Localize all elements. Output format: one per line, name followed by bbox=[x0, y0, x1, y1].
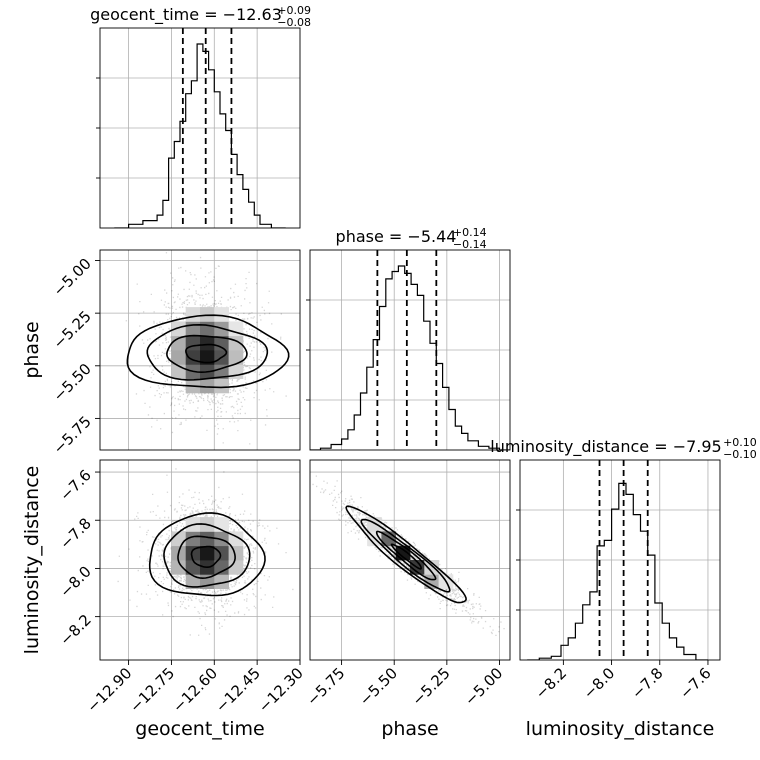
histogram-phase bbox=[310, 265, 510, 450]
hist-frame bbox=[99, 27, 301, 229]
contour-level-2 bbox=[375, 530, 437, 581]
density-cell bbox=[228, 560, 244, 575]
density-frame bbox=[99, 459, 301, 661]
contour-level-4 bbox=[148, 512, 266, 597]
title-err-minus: −0.14 bbox=[453, 238, 487, 251]
density-cell bbox=[228, 321, 244, 337]
density-cell bbox=[185, 321, 201, 337]
title-err-plus: +0.09 bbox=[277, 4, 311, 17]
x-tick-label-phase: −5.00 bbox=[461, 664, 506, 709]
density-panel-geocent_time-luminosity_distance bbox=[99, 459, 301, 661]
x-tick-label-luminosity_distance: −8.2 bbox=[532, 664, 570, 702]
contour-level-4 bbox=[126, 314, 290, 389]
panel-title-luminosity_distance: luminosity_distance = −7.95 bbox=[490, 437, 721, 457]
density-cell bbox=[200, 321, 215, 337]
density-cell bbox=[214, 545, 229, 561]
y-tick-label-luminosity_distance: −8.0 bbox=[56, 563, 94, 601]
density-cell bbox=[200, 307, 215, 322]
density-frame bbox=[309, 459, 511, 661]
x-tick-label-geocent_time: −12.75 bbox=[126, 664, 178, 716]
x-tick-label-geocent_time: −12.60 bbox=[169, 664, 221, 716]
y-tick-label-phase: −5.75 bbox=[50, 413, 95, 458]
title-err-plus: +0.14 bbox=[453, 226, 487, 239]
density-cell bbox=[185, 545, 201, 561]
density-cell bbox=[171, 321, 187, 337]
density-content bbox=[310, 460, 510, 660]
x-tick-label-geocent_time: −12.45 bbox=[212, 664, 264, 716]
y-tick-label-phase: −5.50 bbox=[50, 360, 95, 405]
density-cell bbox=[214, 378, 229, 394]
density-frame bbox=[99, 249, 301, 451]
hist-frame bbox=[309, 249, 511, 451]
density-cell bbox=[171, 350, 187, 365]
y-tick-label-phase: −5.00 bbox=[50, 255, 95, 300]
hist-panel-luminosity_distance: luminosity_distance = −7.95 +0.10−0.10 bbox=[490, 436, 757, 661]
hist-panel-geocent_time: geocent_time = −12.63+0.09−0.08 bbox=[90, 4, 311, 229]
contour-level-2 bbox=[177, 535, 236, 580]
contour-level-1 bbox=[190, 545, 222, 569]
density-cell bbox=[171, 531, 187, 547]
histogram-luminosity_distance bbox=[527, 482, 708, 660]
contour-level-4 bbox=[345, 505, 467, 604]
density-cell bbox=[228, 545, 244, 561]
y-tick-label-phase: −5.25 bbox=[50, 307, 95, 352]
density-cell bbox=[367, 517, 382, 532]
x-tick-label-geocent_time: −12.30 bbox=[255, 664, 307, 716]
contour-level-3 bbox=[360, 518, 451, 593]
x-tick-label-phase: −5.50 bbox=[356, 664, 401, 709]
density-panel-geocent_time-phase bbox=[99, 249, 301, 451]
panel-title-geocent_time: geocent_time = −12.63 bbox=[90, 5, 282, 25]
y-tick-label-luminosity_distance: −8.2 bbox=[56, 611, 94, 649]
x-tick-label-phase: −5.25 bbox=[408, 664, 453, 709]
density-cell bbox=[200, 335, 215, 351]
hist-frame bbox=[519, 459, 721, 661]
x-tick-label-luminosity_distance: −8.0 bbox=[580, 664, 618, 702]
density-content bbox=[100, 250, 300, 450]
x-axis-label-luminosity_distance: luminosity_distance bbox=[526, 718, 715, 740]
hist-panel-phase: phase = −5.44+0.14−0.14 bbox=[306, 226, 511, 451]
density-cell bbox=[185, 531, 201, 547]
x-axis-label-geocent_time: geocent_time bbox=[135, 718, 264, 740]
x-tick-label-luminosity_distance: −7.6 bbox=[676, 664, 714, 702]
title-err-plus: +0.10 bbox=[723, 436, 757, 449]
density-cell bbox=[214, 574, 229, 589]
y-tick-label-luminosity_distance: −7.8 bbox=[56, 514, 94, 552]
y-tick-label-luminosity_distance: −7.6 bbox=[56, 466, 94, 504]
contour-level-1 bbox=[390, 543, 422, 570]
x-tick-label-geocent_time: −12.90 bbox=[83, 664, 135, 716]
histogram-geocent_time bbox=[114, 43, 286, 228]
x-tick-label-luminosity_distance: −7.8 bbox=[628, 664, 666, 702]
density-cell bbox=[200, 545, 215, 561]
title-err-minus: −0.08 bbox=[277, 16, 311, 29]
density-cell bbox=[424, 560, 439, 575]
density-panel-phase-luminosity_distance bbox=[309, 459, 511, 661]
density-cell bbox=[200, 350, 215, 365]
density-cell bbox=[200, 531, 215, 547]
contour-level-1 bbox=[185, 343, 228, 364]
x-axis-label-phase: phase bbox=[381, 718, 438, 740]
contour-level-3 bbox=[163, 523, 251, 588]
density-cell bbox=[200, 378, 215, 394]
density-cell bbox=[185, 307, 201, 322]
density-cell bbox=[171, 560, 187, 575]
contour-level-2 bbox=[166, 334, 248, 374]
title-err-minus: −0.10 bbox=[723, 448, 757, 461]
density-cell bbox=[214, 307, 229, 322]
panel-title-phase: phase = −5.44 bbox=[336, 227, 457, 246]
density-cell bbox=[228, 350, 244, 365]
y-axis-label-phase: phase bbox=[21, 321, 43, 378]
x-tick-label-phase: −5.75 bbox=[303, 664, 348, 709]
contour-level-3 bbox=[146, 323, 269, 381]
density-cell bbox=[214, 560, 229, 575]
density-content bbox=[100, 460, 300, 660]
density-cell bbox=[214, 531, 229, 547]
y-axis-label-luminosity_distance: luminosity_distance bbox=[21, 466, 43, 655]
